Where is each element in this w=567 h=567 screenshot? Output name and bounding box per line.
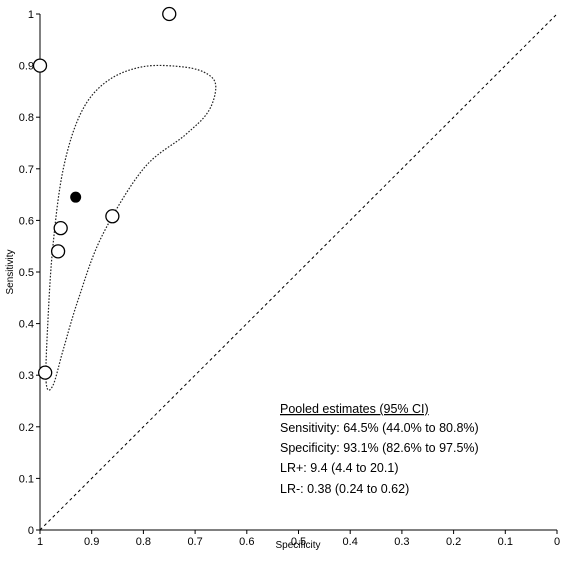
- y-ticks: 0 0.1 0.2 0.3 0.4 0.5 0.6 0.7 0.8 0.9 1: [19, 9, 40, 537]
- x-axis-title: Specificity: [275, 540, 320, 551]
- y-tick-label: 0.5: [19, 267, 34, 279]
- y-tick-label: 1: [28, 9, 34, 21]
- x-tick-label: 0.7: [187, 536, 202, 548]
- pooled-sensitivity-text: Sensitivity: 64.5% (44.0% to 80.8%): [280, 421, 479, 435]
- reference-diagonal-line: [39, 13, 558, 531]
- study-point: [162, 6, 177, 22]
- y-tick-label: 0.6: [19, 215, 34, 227]
- confidence-region: [45, 64, 217, 391]
- y-axis-title: Sensitivity: [5, 249, 16, 294]
- x-tick-label: 0.8: [136, 536, 151, 548]
- y-tick-label: 0.2: [19, 422, 34, 434]
- x-tick-label: 0.6: [239, 536, 254, 548]
- y-tick-label: 0: [28, 525, 34, 537]
- study-points: [32, 6, 177, 380]
- y-tick-label: 0.8: [19, 112, 34, 124]
- pooled-lr-positive-text: LR+: 9.4 (4.4 to 20.1): [280, 461, 398, 475]
- study-point: [50, 244, 66, 259]
- pooled-estimates-box: Pooled estimates (95% CI) Sensitivity: 6…: [280, 402, 479, 496]
- x-tick-label: 0.3: [394, 536, 409, 548]
- study-point: [105, 209, 120, 224]
- pooled-estimate-point: [70, 191, 82, 203]
- x-tick-label: 0.9: [84, 536, 99, 548]
- y-tick-label: 0.1: [19, 473, 34, 485]
- x-ticks: 1 0.9 0.8 0.7 0.6 0.5 0.4 0.3 0.2 0.1 0: [37, 530, 560, 548]
- x-tick-label: 0.5: [291, 536, 306, 548]
- study-point: [38, 365, 53, 380]
- x-tick-label: 0.4: [343, 536, 358, 548]
- study-point: [53, 220, 68, 236]
- x-tick-label: 0: [554, 536, 560, 548]
- pooled-lr-negative-text: LR-: 0.38 (0.24 to 0.62): [280, 482, 409, 496]
- x-tick-label: 1: [37, 536, 43, 548]
- x-tick-label: 0.2: [446, 536, 461, 548]
- y-tick-label: 0.9: [19, 61, 34, 73]
- pooled-estimates-heading: Pooled estimates (95% CI): [280, 402, 429, 416]
- y-tick-label: 0.7: [19, 164, 34, 176]
- y-tick-label: 0.4: [19, 319, 34, 331]
- pooled-specificity-text: Specificity: 93.1% (82.6% to 97.5%): [280, 441, 479, 455]
- x-tick-label: 0.1: [498, 536, 513, 548]
- study-point: [32, 58, 48, 73]
- y-tick-label: 0.3: [19, 370, 34, 382]
